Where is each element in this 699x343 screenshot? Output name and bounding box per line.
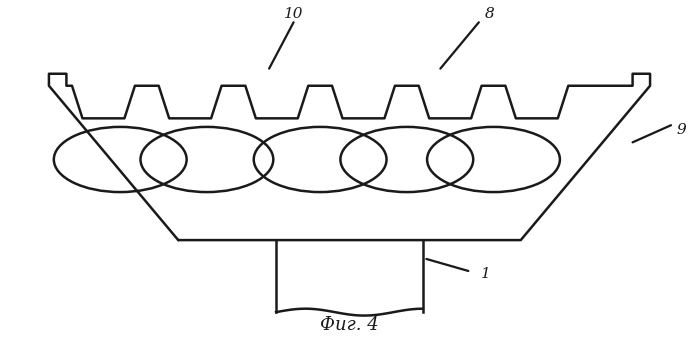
Text: 1: 1 [481, 268, 491, 281]
Text: 10: 10 [284, 7, 303, 21]
Text: Фиг. 4: Фиг. 4 [320, 317, 379, 334]
Text: 8: 8 [484, 7, 494, 21]
Text: 9: 9 [677, 123, 686, 137]
